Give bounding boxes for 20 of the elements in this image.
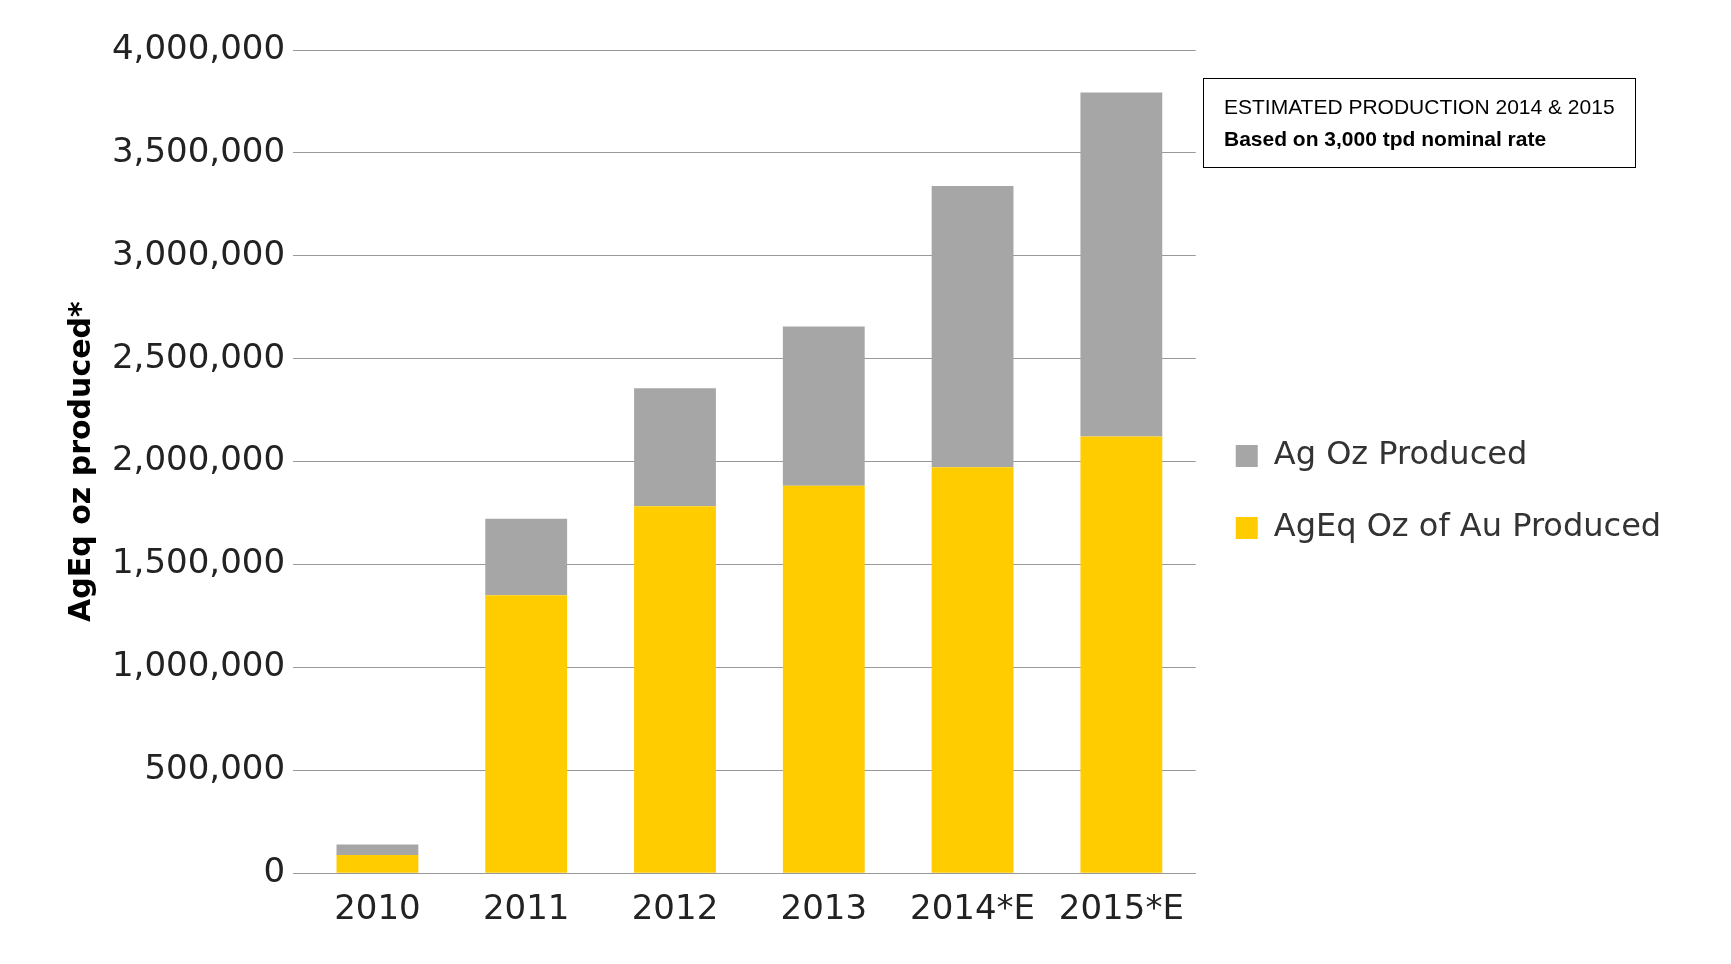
y-tick-label: 3,000,000	[111, 232, 286, 273]
y-tick-label: 0	[263, 850, 286, 891]
y-tick-label: 3,500,000	[111, 129, 286, 170]
x-tick-label: 2012	[631, 887, 719, 928]
y-tick-label: 2,500,000	[111, 335, 286, 376]
y-tick-label: 1,500,000	[111, 541, 286, 582]
y-tick-label: 500,000	[144, 747, 286, 788]
x-tick-label: 2014*E	[910, 887, 1036, 928]
legend-label: AgEq Oz of Au Produced	[1273, 506, 1662, 545]
legend-label: Ag Oz Produced	[1273, 434, 1528, 473]
text: ESTIMATED PRODUCTION 2014 & 2015	[1224, 94, 1615, 120]
y-tick-label: 4,000,000	[111, 26, 286, 67]
y-axis-title: AgEq oz produced*	[61, 300, 97, 622]
x-tick-label: 2010	[334, 887, 421, 928]
y-tick-label: 1,000,000	[111, 644, 286, 685]
x-tick-label: 2013	[780, 887, 868, 928]
x-tick-label: 2015*E	[1058, 887, 1184, 928]
y-tick-label: 2,000,000	[111, 438, 286, 479]
x-tick-label: 2011	[482, 887, 570, 928]
text: Based on 3,000 tpd nominal rate	[1224, 126, 1548, 152]
